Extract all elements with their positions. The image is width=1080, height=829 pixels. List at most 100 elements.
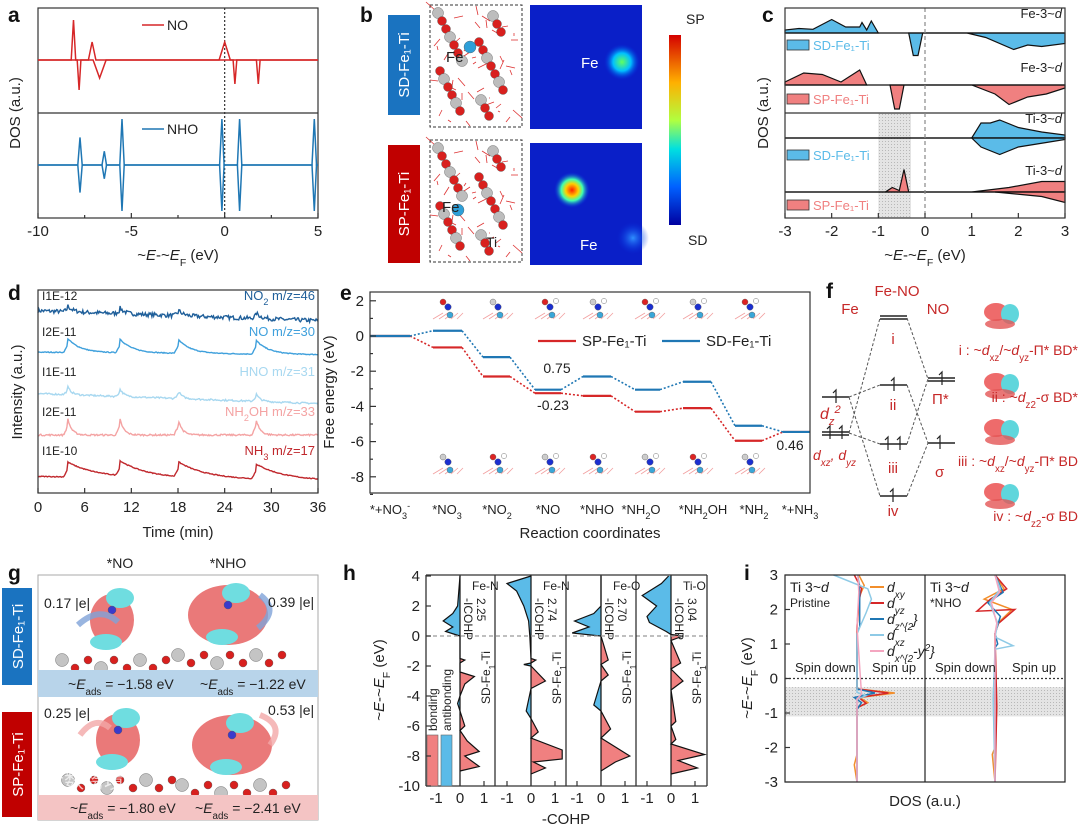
x-tick-label: -1	[570, 790, 583, 807]
atom	[480, 103, 490, 113]
x-tick-label: 6	[80, 499, 88, 516]
o-atom	[541, 298, 549, 306]
icohp-label: -ICOHP	[461, 598, 475, 640]
charge-density-depletion	[210, 759, 242, 775]
energy-connector	[659, 407, 684, 413]
spin-down-label: Spin down	[795, 660, 856, 675]
correlation-line	[848, 396, 881, 497]
support-bond	[488, 467, 499, 475]
category-label: *NH2	[740, 502, 769, 521]
support-bond	[582, 467, 594, 475]
trace-label: NO m/z=30	[249, 324, 315, 339]
atom	[486, 61, 496, 71]
h-atom	[501, 453, 507, 459]
ti-label: Ti	[662, 237, 673, 253]
energy-band-sp	[38, 795, 318, 820]
correlation-line	[906, 317, 929, 380]
row-label: SD-Fe₁-Ti	[396, 32, 413, 97]
support-bond	[506, 467, 514, 475]
antibonding-area	[507, 576, 531, 774]
n-atom	[746, 303, 754, 311]
bond	[443, 51, 450, 61]
n-atom	[494, 458, 502, 466]
atom	[444, 166, 456, 178]
h-atom	[601, 453, 607, 459]
support-bond	[740, 467, 751, 475]
row-label-box	[2, 712, 32, 817]
atom	[455, 106, 465, 116]
atom	[115, 775, 125, 785]
charge-density-depletion	[112, 708, 140, 728]
o-atom	[439, 453, 447, 461]
orbital-label: Fe-3~d	[1020, 60, 1062, 75]
orbital-label: Fe-3~d	[1020, 6, 1062, 21]
row-label-box	[388, 145, 420, 263]
electron-arrow	[890, 376, 895, 391]
legend-label: antibonding	[440, 669, 454, 731]
charge-density-depletion	[206, 629, 238, 645]
atom	[253, 778, 267, 792]
support-bond	[606, 467, 614, 475]
support-bond	[700, 467, 709, 475]
support-bond	[482, 467, 494, 475]
atom	[225, 650, 235, 660]
x-tick-label: -1	[640, 790, 653, 807]
bond	[476, 87, 485, 93]
colorbar-top-label: SP	[686, 11, 705, 27]
n-atom	[444, 458, 452, 466]
icohp-label: -ICOHP	[602, 598, 616, 640]
ms-trace	[37, 459, 319, 480]
level-label: ii	[890, 397, 897, 414]
support-bond	[752, 312, 761, 320]
support-bond	[634, 312, 646, 320]
correlation-line	[906, 442, 929, 497]
bond-label: Fe-O	[613, 579, 640, 593]
trace-label: NH2OH m/z=33	[225, 404, 315, 423]
y-tick-label: -2	[351, 363, 364, 380]
bond	[472, 61, 477, 65]
bond	[471, 56, 477, 59]
support-bond	[534, 467, 546, 475]
atom	[496, 162, 506, 172]
barrier-annotation: 0.75	[543, 360, 570, 376]
y-axis-label: DOS (a.u.)	[755, 77, 772, 149]
support-bond	[752, 467, 761, 475]
bond	[436, 180, 439, 186]
fe-atom	[463, 40, 477, 54]
bond	[438, 109, 443, 117]
bond	[495, 103, 502, 109]
legend-label: SD-Fe₁-Ti	[813, 38, 870, 53]
y-tick-label: 2	[770, 602, 778, 619]
o-atom	[689, 298, 697, 306]
support-bond	[450, 467, 459, 475]
atom	[449, 40, 459, 50]
plot-frame	[37, 289, 319, 494]
y-tick-label: -8	[351, 469, 364, 486]
atom	[450, 232, 462, 244]
atom	[455, 241, 465, 251]
spin-density-hotspot	[604, 44, 640, 80]
x-tick-label: 36	[310, 499, 327, 516]
no-orbital-label: Π*	[932, 391, 949, 408]
bond	[481, 15, 491, 22]
h-atom	[753, 298, 759, 304]
y-tick-label: -1	[765, 705, 778, 722]
bond	[505, 251, 511, 258]
adsorbate-atom	[227, 730, 237, 740]
atom	[481, 187, 493, 199]
category-label: *NH2O	[621, 502, 660, 521]
o-atom	[541, 453, 549, 461]
support-bond	[588, 467, 599, 475]
orbital-isosurface	[985, 319, 1015, 329]
legend-antibonding-swatch	[440, 734, 453, 787]
panel-subtitle: *NHO	[930, 596, 961, 610]
support-bond	[540, 467, 551, 475]
energy-connector	[610, 375, 636, 391]
support-bond	[700, 312, 709, 320]
support-bond	[682, 467, 694, 475]
h-atom	[553, 298, 559, 304]
atom	[83, 655, 93, 665]
x-tick-label: 5	[314, 223, 322, 240]
charge-transfer-label: 0.17 |e|	[44, 595, 90, 611]
panel-letter-d: d	[8, 282, 21, 305]
